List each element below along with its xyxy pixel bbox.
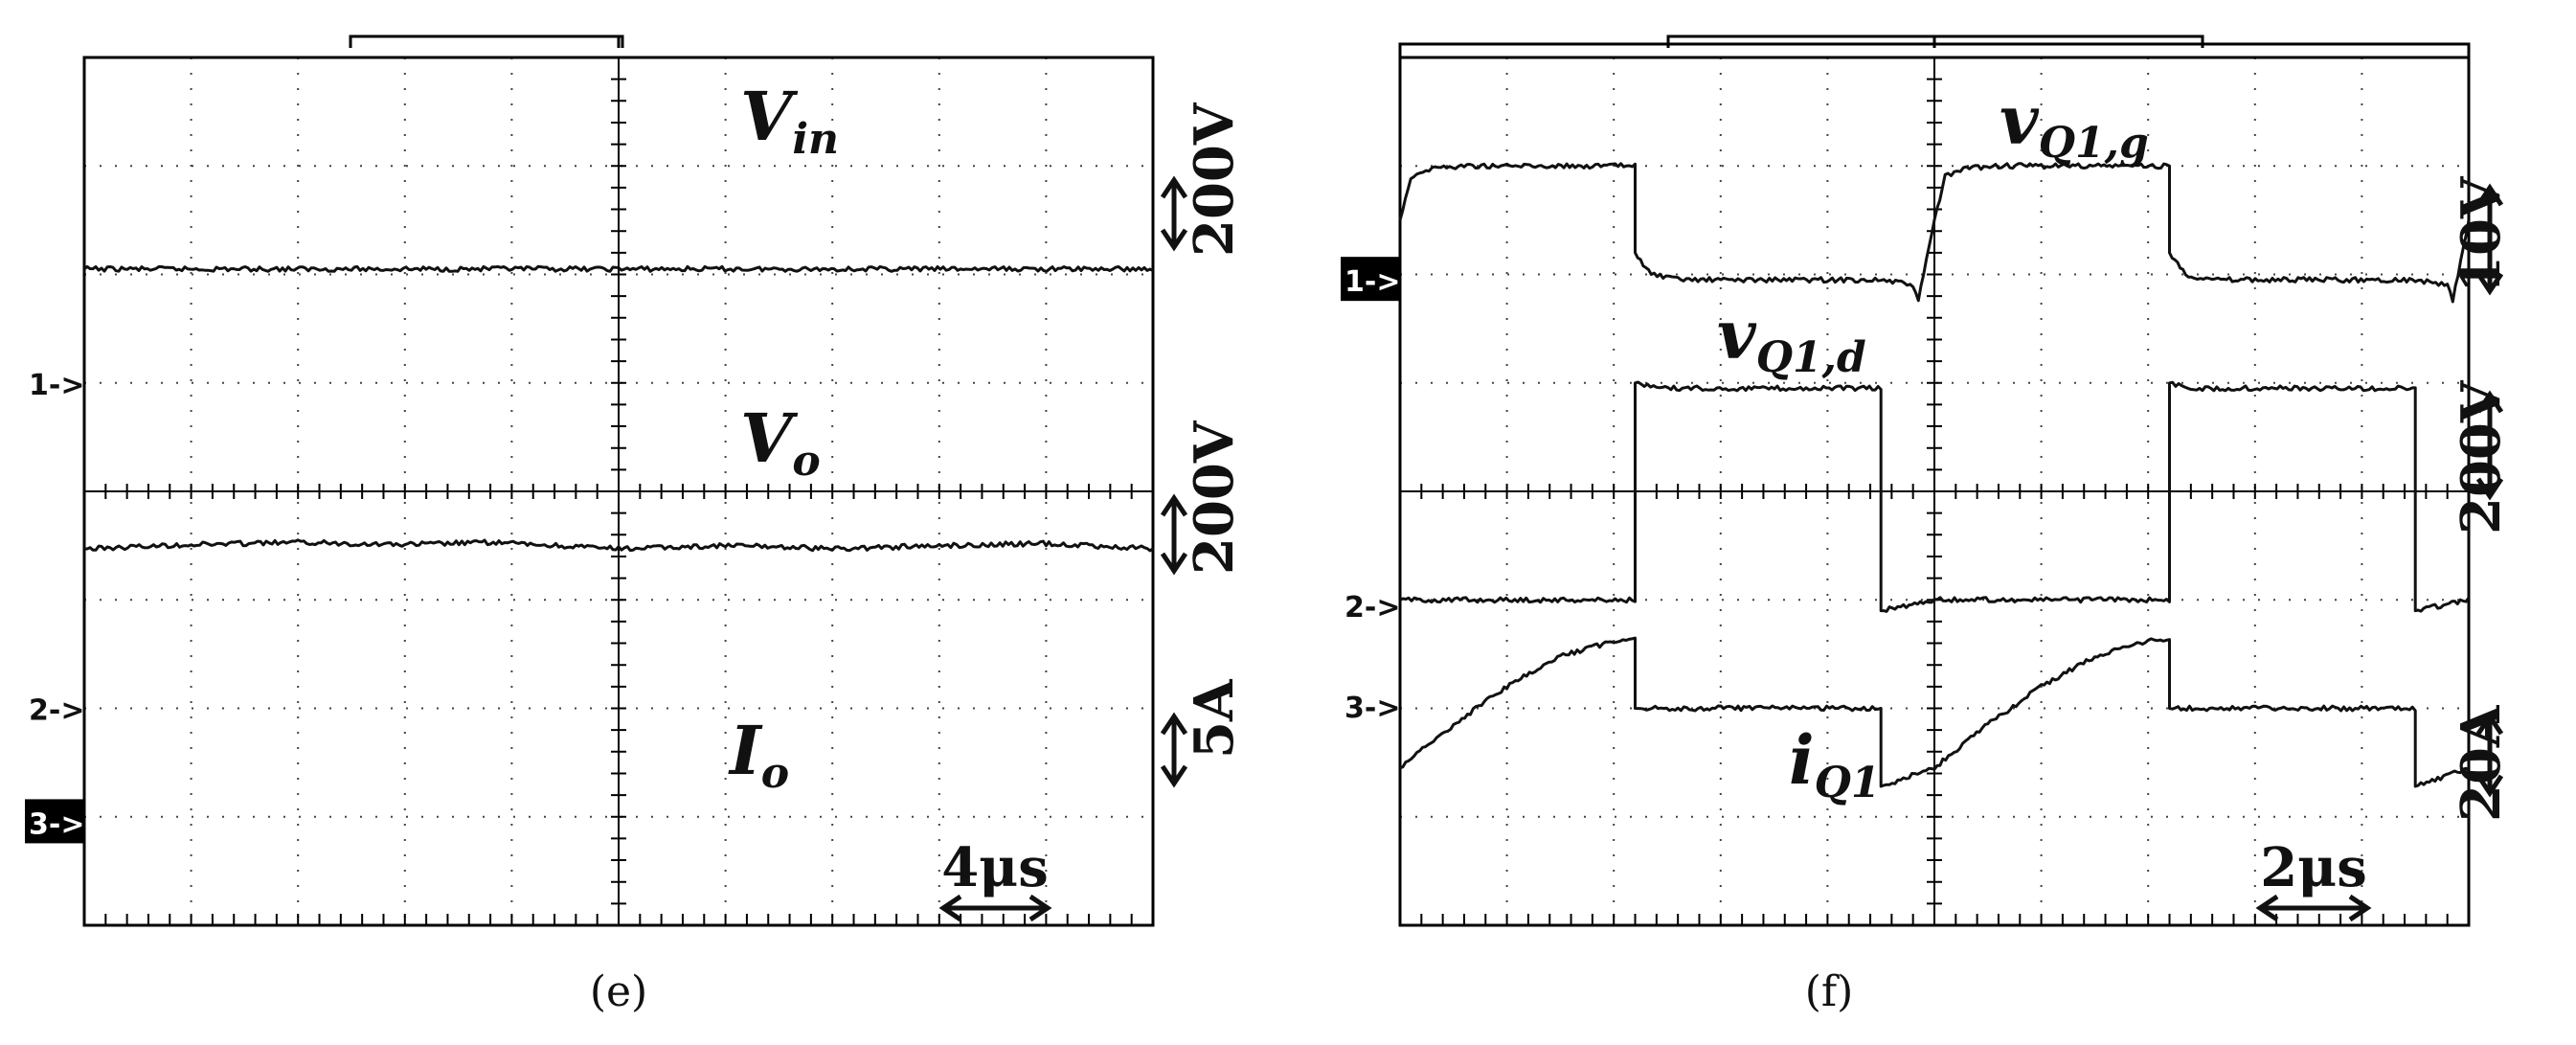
scale-arrow (1160, 175, 1188, 252)
series-label-sub: o (761, 749, 789, 798)
channel-marker-bg (25, 799, 84, 844)
series-label-main: V (740, 77, 799, 156)
channel-marker: 1-> (29, 369, 84, 402)
scale-arrow (1160, 712, 1188, 788)
series-label-sub: in (792, 115, 839, 164)
scale-label: 200V (1183, 102, 1246, 257)
trace-v-Q1d (1399, 380, 2471, 613)
series-label-sub: Q1,g (2039, 119, 2149, 168)
channel-marker-bg (1341, 257, 1400, 302)
plot-frame (82, 56, 1155, 927)
channel-marker: 2-> (29, 694, 84, 728)
series-label-main: V (740, 398, 799, 478)
scale-label: 20A (2450, 704, 2513, 822)
scale-label: 200V (1183, 420, 1246, 575)
series-label: Io (728, 711, 789, 798)
scale-arrow (2475, 183, 2504, 296)
scale-label: 10V (2450, 175, 2513, 293)
scale-arrow (1160, 493, 1188, 576)
time-base-label: 2μs (2260, 836, 2366, 899)
channel-marker: 1-> (1344, 265, 1400, 299)
channel-marker: 3-> (29, 807, 84, 841)
trace-v-Q1g (1398, 162, 2471, 304)
scale-label: 5A (1183, 678, 1246, 759)
time-base-arrow (938, 894, 1052, 922)
trace-V-o (83, 264, 1154, 273)
series-label-main: i (1789, 720, 1815, 800)
trace-i-Q1 (1399, 636, 2470, 788)
series-label: Vo (740, 398, 821, 486)
scale-label: 200V (2450, 379, 2513, 534)
channel-marker: 3-> (1344, 692, 1400, 725)
scale-arrow (2475, 390, 2504, 501)
scale-arrow (2475, 712, 2504, 798)
series-label-main: v (2000, 80, 2040, 160)
series-label-sub: o (792, 437, 820, 486)
trace-I-o (84, 538, 1154, 553)
series-label-sub: Q1,d (1756, 333, 1866, 382)
top-rail-line (1398, 42, 2471, 57)
series-label-main: I (728, 711, 763, 790)
series-label: Vin (740, 77, 839, 164)
plot-frame (1398, 56, 2471, 927)
channel-marker: 2-> (1344, 591, 1400, 625)
trigger-bracket (349, 34, 624, 48)
series-label-main: v (1717, 295, 1757, 375)
time-base-label: 4μs (941, 836, 1048, 899)
series-label-sub: Q1 (1815, 759, 1881, 807)
panel-caption: (e) (590, 967, 647, 1016)
time-base-arrow (2255, 894, 2372, 922)
series-label: vQ1,d (1717, 295, 1866, 382)
series-label: iQ1 (1789, 720, 1881, 807)
series-label: vQ1,g (2000, 80, 2149, 168)
panel-caption: (f) (1805, 967, 1854, 1016)
trigger-bracket (1666, 34, 2204, 48)
